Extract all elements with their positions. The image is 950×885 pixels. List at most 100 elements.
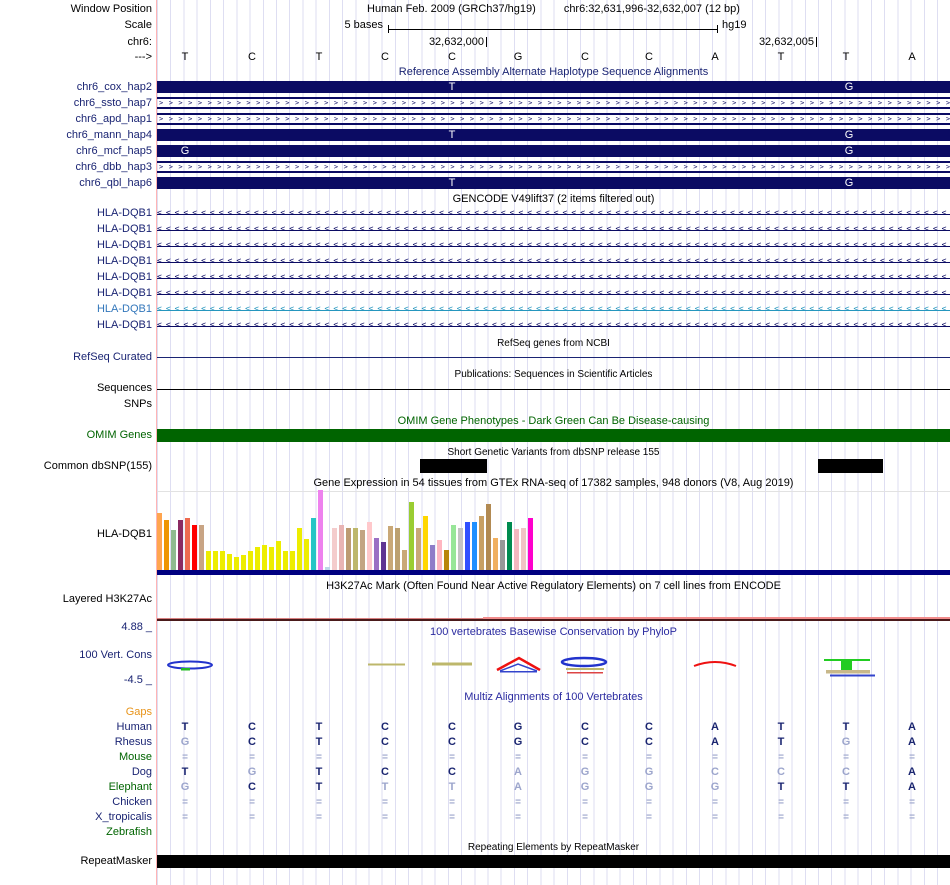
- gtex-bar[interactable]: [528, 518, 533, 570]
- gtex-bar[interactable]: [241, 555, 246, 570]
- label-sequences[interactable]: Sequences: [96, 382, 152, 394]
- label-hla-dqb1-8[interactable]: HLA-DQB1: [96, 319, 152, 331]
- gencode-transcript-4[interactable]: <<<<<<<<<<<<<<<<<<<<<<<<<<<<<<<<<<<<<<<<…: [157, 257, 950, 267]
- label-common-dbsnp-155[interactable]: Common dbSNP(155): [43, 460, 152, 472]
- gtex-bar[interactable]: [297, 528, 302, 570]
- gtex-bar[interactable]: [500, 540, 505, 570]
- gtex-bar[interactable]: [318, 490, 323, 570]
- label-chicken[interactable]: Chicken: [112, 796, 152, 808]
- gtex-bar[interactable]: [332, 528, 337, 570]
- gtex-bar[interactable]: [290, 551, 295, 570]
- title-publications[interactable]: Publications: Sequences in Scientific Ar…: [454, 369, 653, 380]
- label-hla-dqb1-7[interactable]: HLA-DQB1: [96, 303, 152, 315]
- label-layered-h3k27ac[interactable]: Layered H3K27Ac: [62, 593, 152, 605]
- gtex-bar[interactable]: [395, 528, 400, 570]
- gtex-bar[interactable]: [269, 547, 274, 570]
- gtex-bar[interactable]: [353, 528, 358, 570]
- repeatmasker-bar[interactable]: [157, 855, 950, 868]
- label-hla-dqb1-3[interactable]: HLA-DQB1: [96, 239, 152, 251]
- label-hla-dqb1-1[interactable]: HLA-DQB1: [96, 207, 152, 219]
- h3k27ac-signal[interactable]: [157, 619, 950, 621]
- title-gtex[interactable]: Gene Expression in 54 tissues from GTEx …: [313, 477, 794, 489]
- gtex-bar[interactable]: [451, 525, 456, 570]
- gtex-bar[interactable]: [346, 528, 351, 570]
- gtex-bar[interactable]: [283, 551, 288, 570]
- label-hla-dqb1-4[interactable]: HLA-DQB1: [96, 255, 152, 267]
- gtex-bar[interactable]: [381, 542, 386, 570]
- gtex-bar[interactable]: [479, 516, 484, 570]
- gencode-transcript-5[interactable]: <<<<<<<<<<<<<<<<<<<<<<<<<<<<<<<<<<<<<<<<…: [157, 273, 950, 283]
- gtex-bar[interactable]: [444, 550, 449, 570]
- gencode-transcript-7[interactable]: <<<<<<<<<<<<<<<<<<<<<<<<<<<<<<<<<<<<<<<<…: [157, 305, 950, 315]
- gtex-bar[interactable]: [465, 522, 470, 570]
- title-omim[interactable]: OMIM Gene Phenotypes - Dark Green Can Be…: [397, 415, 710, 427]
- gencode-transcript-6[interactable]: <<<<<<<<<<<<<<<<<<<<<<<<<<<<<<<<<<<<<<<<…: [157, 289, 950, 299]
- label-elephant[interactable]: Elephant: [108, 781, 152, 793]
- title-dbsnp[interactable]: Short Genetic Variants from dbSNP releas…: [447, 447, 660, 458]
- gtex-bar[interactable]: [248, 551, 253, 570]
- gtex-bar[interactable]: [276, 541, 281, 570]
- dbsnp-variant-2[interactable]: [818, 459, 883, 473]
- haplotype-chevron-chr6_apd_hap1[interactable]: >>>>>>>>>>>>>>>>>>>>>>>>>>>>>>>>>>>>>>>>…: [157, 113, 950, 125]
- gtex-bar[interactable]: [458, 528, 463, 570]
- label-mouse[interactable]: Mouse: [118, 751, 152, 763]
- label-vert-cons[interactable]: 100 Vert. Cons: [79, 649, 152, 661]
- label-hla-dqb1-5[interactable]: HLA-DQB1: [96, 271, 152, 283]
- gtex-bar[interactable]: [423, 516, 428, 570]
- label-chr6-mcf-hap5[interactable]: chr6_mcf_hap5: [76, 145, 152, 157]
- label-chr6-mann-hap4[interactable]: chr6_mann_hap4: [66, 129, 152, 141]
- label-chr6-cox-hap2[interactable]: chr6_cox_hap2: [76, 81, 152, 93]
- gtex-bar[interactable]: [164, 520, 169, 570]
- title-haplotype[interactable]: Reference Assembly Alternate Haplotype S…: [398, 66, 709, 78]
- gtex-bar[interactable]: [402, 550, 407, 570]
- label-refseq-curated[interactable]: RefSeq Curated: [73, 351, 152, 363]
- label-rhesus[interactable]: Rhesus: [114, 736, 152, 748]
- gtex-bar[interactable]: [157, 513, 162, 570]
- gencode-transcript-1[interactable]: <<<<<<<<<<<<<<<<<<<<<<<<<<<<<<<<<<<<<<<<…: [157, 209, 950, 219]
- gtex-bar[interactable]: [171, 530, 176, 570]
- label-gaps[interactable]: Gaps: [125, 706, 152, 718]
- label-hla-dqb1-2[interactable]: HLA-DQB1: [96, 223, 152, 235]
- label-x-tropicalis[interactable]: X_tropicalis: [95, 811, 152, 823]
- gtex-bar[interactable]: [206, 551, 211, 570]
- gtex-bar[interactable]: [486, 504, 491, 570]
- title-h3k27ac[interactable]: H3K27Ac Mark (Often Found Near Active Re…: [326, 580, 781, 592]
- haplotype-chevron-chr6_ssto_hap7[interactable]: >>>>>>>>>>>>>>>>>>>>>>>>>>>>>>>>>>>>>>>>…: [157, 97, 950, 109]
- label-zebrafish[interactable]: Zebrafish: [106, 826, 152, 838]
- gencode-transcript-2[interactable]: <<<<<<<<<<<<<<<<<<<<<<<<<<<<<<<<<<<<<<<<…: [157, 225, 950, 235]
- gtex-bar[interactable]: [360, 530, 365, 570]
- gtex-bar[interactable]: [185, 518, 190, 570]
- label-dog[interactable]: Dog: [131, 766, 152, 778]
- omim-gene-bar[interactable]: [157, 429, 950, 442]
- gtex-bar[interactable]: [416, 528, 421, 570]
- label-hla-dqb1-6[interactable]: HLA-DQB1: [96, 287, 152, 299]
- gencode-transcript-3[interactable]: <<<<<<<<<<<<<<<<<<<<<<<<<<<<<<<<<<<<<<<<…: [157, 241, 950, 251]
- gtex-bar[interactable]: [514, 529, 519, 570]
- title-gencode[interactable]: GENCODE V49lift37 (2 items filtered out): [452, 193, 655, 205]
- label-repeatmasker[interactable]: RepeatMasker: [80, 855, 152, 867]
- gtex-bar[interactable]: [213, 551, 218, 570]
- title-refseq[interactable]: RefSeq genes from NCBI: [497, 338, 610, 349]
- gtex-baseline-bar[interactable]: [157, 570, 950, 575]
- label-chr6-ssto-hap7[interactable]: chr6_ssto_hap7: [73, 97, 152, 109]
- label-snps[interactable]: SNPs: [123, 398, 152, 410]
- label-omim-genes[interactable]: OMIM Genes: [86, 429, 152, 441]
- gtex-bar[interactable]: [409, 502, 414, 570]
- gtex-bar[interactable]: [388, 526, 393, 570]
- gencode-transcript-8[interactable]: <<<<<<<<<<<<<<<<<<<<<<<<<<<<<<<<<<<<<<<<…: [157, 321, 950, 331]
- gtex-bar[interactable]: [493, 538, 498, 570]
- gtex-bar[interactable]: [178, 520, 183, 570]
- gtex-bar[interactable]: [192, 525, 197, 570]
- gtex-bar[interactable]: [311, 518, 316, 570]
- gtex-bar[interactable]: [199, 525, 204, 570]
- h3k27ac-signal[interactable]: [483, 616, 950, 619]
- dbsnp-variant-1[interactable]: [420, 459, 487, 473]
- gtex-bar[interactable]: [262, 545, 267, 570]
- title-multiz[interactable]: Multiz Alignments of 100 Vertebrates: [464, 691, 643, 703]
- label-chr6-apd-hap1[interactable]: chr6_apd_hap1: [75, 113, 152, 125]
- gtex-bar[interactable]: [220, 551, 225, 570]
- gtex-bar[interactable]: [234, 557, 239, 570]
